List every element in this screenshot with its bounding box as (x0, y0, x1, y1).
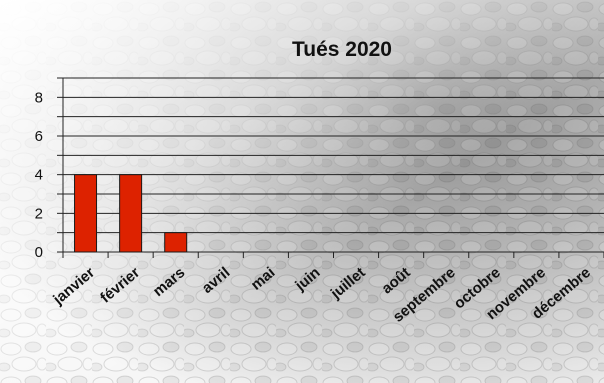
bars (74, 174, 188, 253)
y-tick-label: 6 (35, 128, 43, 145)
bar-0 (74, 174, 98, 253)
y-tick-label: 8 (35, 89, 43, 106)
y-tick-label: 0 (35, 244, 43, 261)
bar-2 (164, 232, 188, 253)
y-axis-ticks: 0 2 4 6 8 (35, 77, 63, 261)
chart-title: Tués 2020 (292, 38, 392, 61)
y-tick-label: 4 (35, 167, 43, 184)
gridlines (63, 77, 604, 234)
y-tick-label: 2 (35, 205, 43, 222)
bar-1 (119, 174, 143, 253)
